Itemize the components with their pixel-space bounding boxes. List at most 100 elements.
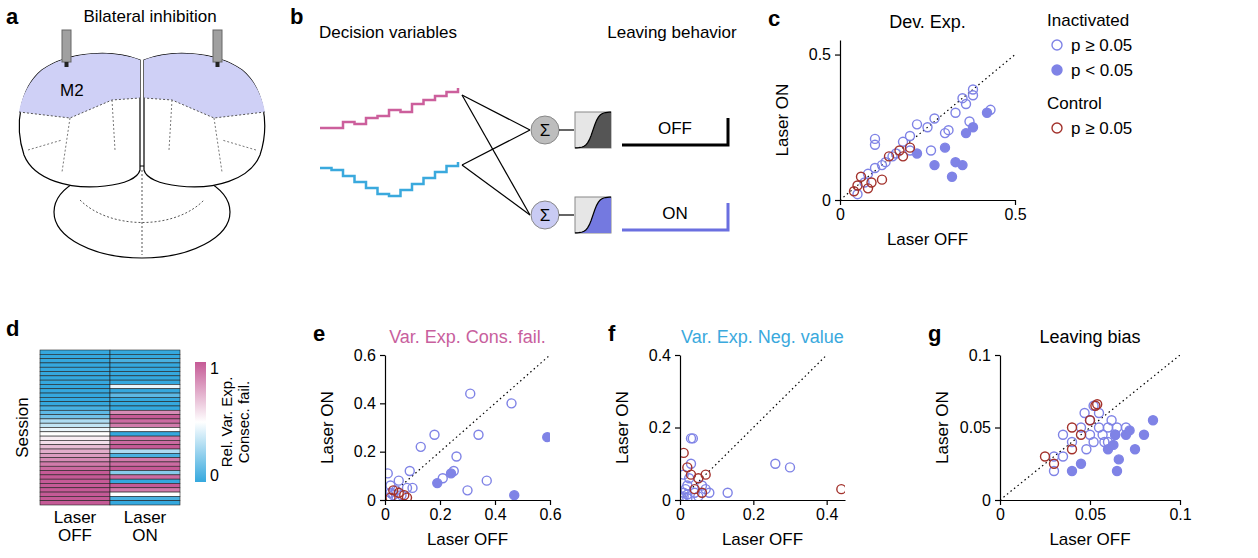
point bbox=[962, 100, 971, 109]
point bbox=[474, 430, 483, 439]
cell bbox=[40, 440, 110, 444]
cell bbox=[110, 466, 180, 470]
point bbox=[853, 181, 862, 190]
legend: Inactivatedp ≥ 0.05p < 0.05Controlp ≥ 0.… bbox=[1047, 11, 1133, 138]
cell bbox=[40, 466, 110, 470]
inhibited-region bbox=[144, 53, 265, 118]
point bbox=[958, 161, 967, 170]
tick-label: 0.05 bbox=[960, 419, 991, 436]
electrode-tip bbox=[65, 62, 69, 67]
hemisphere bbox=[19, 30, 140, 187]
cell bbox=[40, 410, 110, 414]
tick-mark bbox=[380, 500, 385, 501]
sum-node bbox=[531, 116, 559, 144]
cell bbox=[110, 393, 180, 397]
point bbox=[1086, 416, 1095, 425]
point bbox=[1068, 467, 1077, 476]
point bbox=[1109, 440, 1118, 449]
point bbox=[394, 476, 403, 485]
tick: 0 bbox=[996, 500, 1005, 523]
y-axis-title: Laser ON bbox=[613, 391, 632, 464]
cell bbox=[40, 462, 110, 466]
tick: 0 bbox=[367, 492, 385, 509]
arrow bbox=[559, 214, 574, 215]
panel-scatter: 00.050.100.050.1Leaving biasLaser OFFLas… bbox=[933, 327, 1192, 549]
tick-label: 0 bbox=[676, 506, 685, 523]
points bbox=[680, 355, 845, 500]
tick-label: 0 bbox=[996, 506, 1005, 523]
point bbox=[969, 85, 978, 94]
electrode-tip bbox=[216, 62, 220, 67]
point bbox=[1077, 459, 1086, 468]
tick-mark bbox=[1180, 500, 1181, 505]
cell bbox=[110, 384, 180, 388]
tick-label: 0.2 bbox=[354, 443, 376, 460]
y-axis-line bbox=[840, 41, 841, 201]
cell bbox=[110, 372, 180, 376]
point bbox=[680, 448, 688, 457]
cell bbox=[110, 402, 180, 406]
cell bbox=[110, 449, 180, 453]
chart-title: Var. Exp. Cons. fail. bbox=[389, 327, 546, 347]
figure: aBilateral inhibitionM2bDecision variabl… bbox=[0, 0, 1258, 558]
cell bbox=[110, 389, 180, 393]
point bbox=[951, 108, 960, 117]
region-border bbox=[19, 98, 140, 118]
point bbox=[923, 123, 932, 132]
cell bbox=[40, 428, 110, 432]
legend-marker bbox=[1052, 40, 1062, 50]
cell bbox=[40, 479, 110, 483]
legend-label: p ≥ 0.05 bbox=[1071, 119, 1132, 138]
condition-label: ON bbox=[662, 204, 688, 223]
point bbox=[1140, 430, 1149, 439]
tick-mark bbox=[995, 500, 1000, 501]
point bbox=[394, 488, 403, 497]
cell bbox=[40, 432, 110, 436]
legend-marker bbox=[1052, 65, 1062, 75]
point bbox=[1113, 467, 1122, 476]
cell bbox=[110, 432, 180, 436]
panel-letter: f bbox=[608, 321, 616, 346]
x-axis: 00.5 bbox=[836, 200, 1027, 223]
cell bbox=[110, 406, 180, 410]
cell bbox=[110, 423, 180, 427]
point bbox=[1082, 445, 1091, 454]
brainstem-line bbox=[142, 170, 143, 255]
tick: 0.4 bbox=[649, 347, 680, 364]
identity-line bbox=[840, 40, 1015, 200]
y-axis-line bbox=[680, 356, 681, 501]
tick-mark bbox=[675, 500, 680, 501]
cell bbox=[40, 483, 110, 487]
cell bbox=[40, 501, 110, 505]
y-axis-title: Laser ON bbox=[933, 391, 952, 464]
panel-letter: a bbox=[6, 4, 19, 29]
tick-mark bbox=[835, 54, 840, 55]
tick-mark bbox=[827, 500, 828, 505]
tick: 0.2 bbox=[649, 419, 680, 436]
tick-mark bbox=[753, 500, 754, 505]
tick-mark bbox=[680, 500, 681, 505]
tick-mark bbox=[380, 452, 385, 453]
cell bbox=[40, 488, 110, 492]
cell bbox=[40, 380, 110, 384]
tick-label: 0 bbox=[662, 492, 671, 509]
cell bbox=[40, 471, 110, 475]
cell bbox=[40, 402, 110, 406]
cell bbox=[110, 453, 180, 457]
point bbox=[771, 459, 780, 468]
brain bbox=[19, 30, 265, 258]
point bbox=[867, 178, 876, 187]
point bbox=[1131, 445, 1140, 454]
point bbox=[447, 469, 456, 478]
tick-label: 0.6 bbox=[539, 506, 561, 523]
sum-node bbox=[531, 201, 559, 229]
cell bbox=[110, 367, 180, 371]
y-axis-line bbox=[385, 356, 386, 501]
cell bbox=[110, 496, 180, 500]
cell bbox=[40, 449, 110, 453]
tick-mark bbox=[495, 500, 496, 505]
column-label: LaserON bbox=[124, 508, 167, 545]
cell bbox=[40, 475, 110, 479]
tick: 0.2 bbox=[429, 500, 451, 523]
tick: 0 bbox=[982, 492, 1000, 509]
